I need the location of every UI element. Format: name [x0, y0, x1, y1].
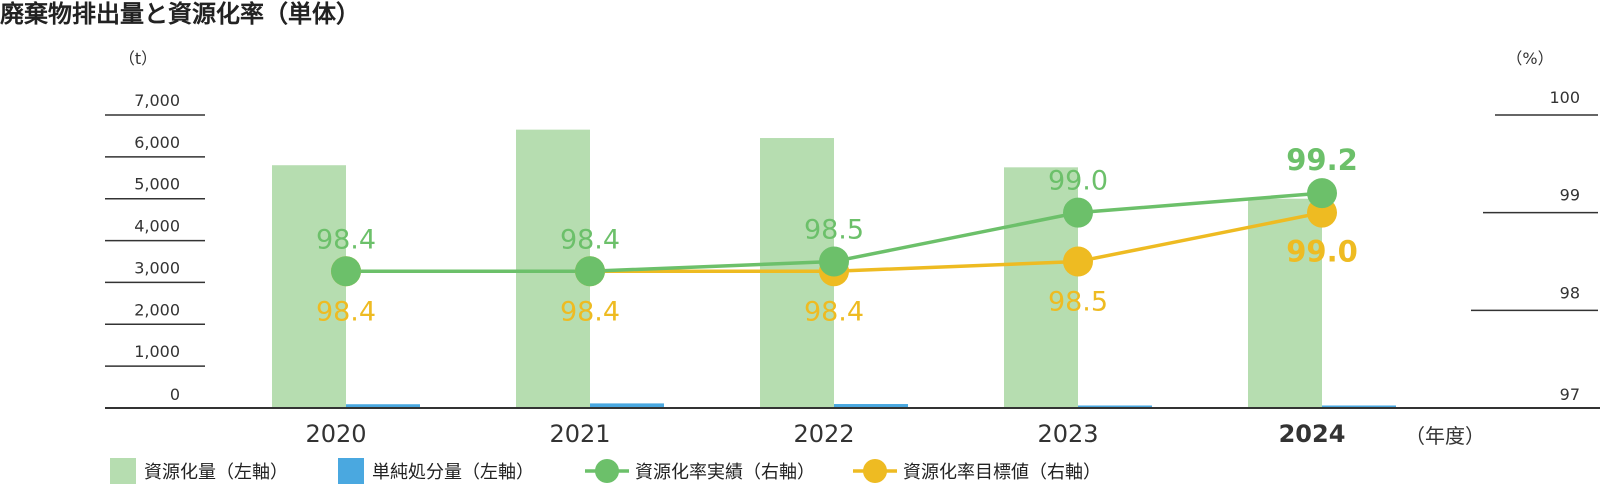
x-tick-2020: 2020: [305, 420, 366, 448]
label-target-2022: 98.4: [804, 296, 864, 327]
legend-actual-rate: 資源化率実績（右軸）: [585, 459, 815, 483]
legend-disposed-swatch: [338, 458, 364, 484]
legend-target-rate-label: 資源化率目標値（右軸）: [903, 462, 1101, 483]
label-target-2021: 98.4: [560, 296, 620, 327]
x-axis: 2020 2021 2022 2023 2024: [305, 420, 1345, 448]
label-actual-2023: 99.0: [1048, 166, 1108, 197]
left-tick-label: 3,000: [134, 258, 180, 277]
legend-disposed: 単純処分量（左軸）: [338, 458, 534, 484]
right-axis-unit: （%）: [1506, 49, 1553, 68]
right-tick-label: 97: [1560, 385, 1580, 404]
legend-recycled-swatch: [110, 458, 136, 484]
x-tick-2024: 2024: [1279, 420, 1346, 448]
bar-disposed-2020: [346, 404, 420, 408]
chart-title: 廃棄物排出量と資源化率（単体）: [0, 0, 360, 28]
x-tick-2021: 2021: [549, 420, 610, 448]
x-tick-2022: 2022: [793, 420, 854, 448]
legend-disposed-label: 単純処分量（左軸）: [372, 462, 534, 483]
left-tick-label: 6,000: [134, 133, 180, 152]
label-actual-2024: 99.2: [1286, 143, 1358, 177]
right-tick-label: 100: [1549, 88, 1580, 107]
legend-actual-rate-label: 資源化率実績（右軸）: [635, 462, 815, 483]
left-tick-label: 2,000: [134, 300, 180, 319]
left-axis-unit: （t）: [119, 49, 157, 68]
legend-target-rate-swatch-dot: [863, 459, 887, 483]
bar-disposed-2023: [1078, 405, 1152, 408]
bar-recycled-2024: [1248, 198, 1322, 408]
legend-recycled: 資源化量（左軸）: [110, 458, 288, 484]
line-group: 98.4 98.4 98.5 99.0 99.2 98.4 98.4 98.4 98.5 99.0: [316, 143, 1358, 327]
left-tick-label: 0: [170, 385, 180, 404]
legend: 資源化量（左軸） 単純処分量（左軸） 資源化率実績（右軸） 資源化率目標値（右軸）: [110, 458, 1101, 484]
label-actual-2022: 98.5: [804, 215, 864, 246]
x-tick-2023: 2023: [1037, 420, 1098, 448]
left-tick-label: 7,000: [134, 91, 180, 110]
marker-actual-2024: [1307, 178, 1337, 209]
label-target-2020: 98.4: [316, 296, 376, 327]
bar-disposed-2024: [1322, 405, 1396, 408]
left-tick-label: 4,000: [134, 217, 180, 236]
legend-target-rate: 資源化率目標値（右軸）: [853, 459, 1101, 483]
marker-actual-2020: [331, 256, 361, 287]
right-tick-label: 99: [1560, 186, 1580, 205]
label-actual-2020: 98.4: [316, 224, 376, 255]
marker-target-2023: [1063, 246, 1093, 277]
right-axis: 97 98 99 100: [1471, 88, 1598, 404]
legend-actual-rate-swatch-dot: [595, 459, 619, 483]
marker-actual-2022: [819, 246, 849, 277]
bar-disposed-2022: [834, 404, 908, 408]
label-target-2023: 98.5: [1048, 287, 1108, 318]
bar-recycled-2020: [272, 165, 346, 408]
marker-actual-2021: [575, 256, 605, 287]
x-axis-unit: （年度）: [1405, 424, 1485, 448]
marker-actual-2023: [1063, 197, 1093, 228]
right-tick-label: 98: [1560, 283, 1580, 302]
bar-group: [272, 129, 1396, 408]
label-target-2024: 99.0: [1286, 235, 1358, 269]
bar-disposed-2021: [590, 403, 664, 408]
left-tick-label: 1,000: [134, 342, 180, 361]
label-actual-2021: 98.4: [560, 224, 620, 255]
legend-recycled-label: 資源化量（左軸）: [144, 462, 288, 483]
left-tick-label: 5,000: [134, 175, 180, 194]
left-axis: 0 1,000 2,000 3,000 4,000 5,000 6,000 7,000: [105, 91, 205, 404]
